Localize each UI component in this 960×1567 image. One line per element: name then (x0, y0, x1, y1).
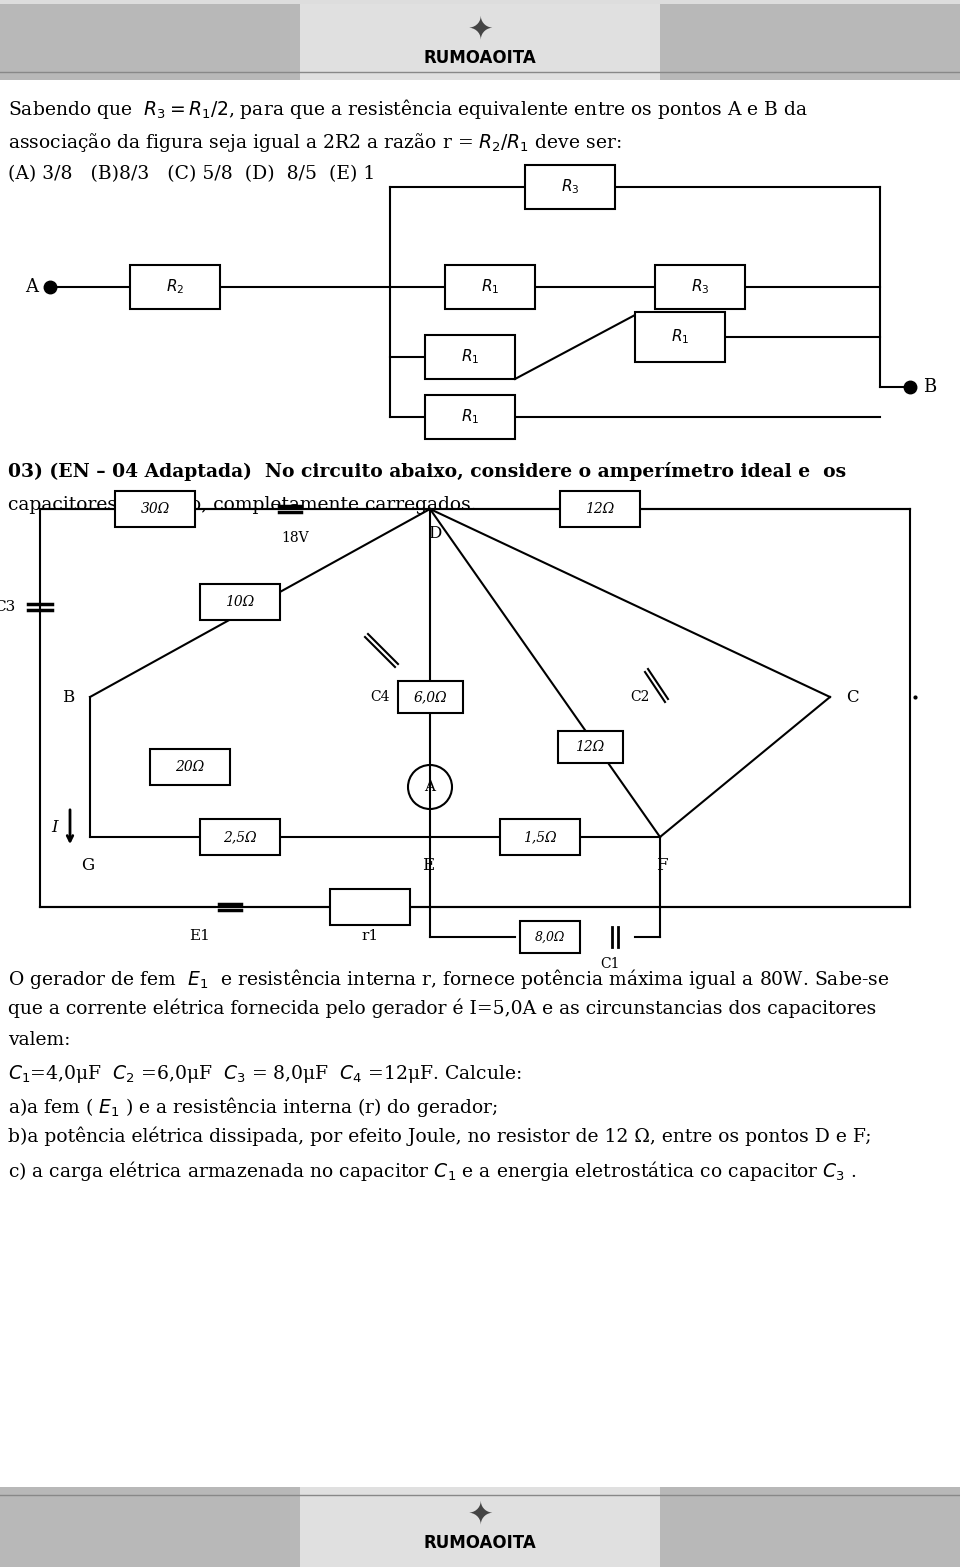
Text: B: B (61, 688, 74, 705)
Bar (300, 0, 660, 80)
Text: c) a carga elétrica armazenada no capacitor $C_1$ e a energia eletrostática co c: c) a carga elétrica armazenada no capaci… (8, 1160, 857, 1183)
Text: 30Ω: 30Ω (140, 501, 170, 516)
Text: A: A (26, 277, 38, 296)
Bar (0, 0, 960, 5)
Text: (A) 3/8   (B)8/3   (C) 5/8  (D)  8/5  (E) 1: (A) 3/8 (B)8/3 (C) 5/8 (D) 8/5 (E) 1 (8, 165, 375, 183)
Text: que a corrente elétrica fornecida pelo gerador é I=5,0A e as circunstancias dos : que a corrente elétrica fornecida pelo g… (8, 1000, 876, 1019)
Bar (300, 1487, 660, 1567)
Text: RUMOAOITA: RUMOAOITA (423, 49, 537, 67)
Text: B: B (924, 378, 937, 396)
Bar (425, 395, 515, 439)
Text: 2,5Ω: 2,5Ω (223, 831, 257, 845)
Text: E1: E1 (189, 929, 210, 943)
Text: $R_3$: $R_3$ (691, 277, 709, 296)
Bar (115, 490, 195, 527)
Bar (500, 820, 580, 856)
Text: $R_3$: $R_3$ (561, 177, 579, 196)
Text: 20Ω: 20Ω (176, 760, 204, 774)
Text: 1,5Ω: 1,5Ω (523, 831, 557, 845)
Text: $C_1$=4,0μF  $C_2$ =6,0μF  $C_3$ = 8,0μF  $C_4$ =12μF. Calcule:: $C_1$=4,0μF $C_2$ =6,0μF $C_3$ = 8,0μF $… (8, 1062, 522, 1084)
Text: $R_1$: $R_1$ (461, 348, 479, 367)
Text: associação da figura seja igual a 2R2 a razão r = $R_2 / R_1$ deve ser:: associação da figura seja igual a 2R2 a … (8, 132, 622, 154)
Bar (525, 165, 615, 208)
Text: 03) (EN – 04 Adaptada)  No circuito abaixo, considere o amperímetro ideal e  os: 03) (EN – 04 Adaptada) No circuito abaix… (8, 462, 846, 481)
Text: F: F (657, 857, 668, 874)
Bar (200, 584, 280, 621)
Text: 18V: 18V (281, 531, 309, 545)
Text: r1: r1 (361, 929, 378, 943)
Text: A: A (424, 780, 436, 794)
Text: C4: C4 (371, 689, 390, 704)
Text: b)a potência elétrica dissipada, por efeito Joule, no resistor de 12 Ω, entre os: b)a potência elétrica dissipada, por efe… (8, 1127, 872, 1147)
Bar (445, 265, 535, 309)
Bar (130, 265, 220, 309)
Text: 8,0Ω: 8,0Ω (535, 931, 565, 943)
Text: I: I (52, 818, 59, 835)
Text: ✦: ✦ (468, 1501, 492, 1529)
Bar (560, 490, 640, 527)
Text: D: D (428, 525, 442, 542)
Text: 10Ω: 10Ω (226, 595, 254, 610)
Text: 6,0Ω: 6,0Ω (413, 689, 446, 704)
Text: RUMOAOITA: RUMOAOITA (423, 1534, 537, 1551)
Bar (150, 749, 230, 785)
Bar (397, 682, 463, 713)
Text: C3: C3 (0, 600, 15, 614)
Bar (330, 888, 410, 925)
Bar (200, 820, 280, 856)
Text: E: E (421, 857, 434, 874)
Text: G: G (82, 857, 95, 874)
Text: $R_2$: $R_2$ (166, 277, 184, 296)
Text: 12Ω: 12Ω (586, 501, 614, 516)
Bar (558, 730, 622, 763)
Text: O gerador de fem  $E_1$  e resistência interna r, fornece potência máxima igual : O gerador de fem $E_1$ e resistência int… (8, 967, 889, 990)
Text: capacitores, à vácuo, completamente carregados.: capacitores, à vácuo, completamente carr… (8, 494, 476, 514)
Bar (520, 921, 580, 953)
Bar (0, 1487, 960, 1567)
Bar (655, 265, 745, 309)
Bar (635, 312, 725, 362)
Text: $R_1$: $R_1$ (481, 277, 499, 296)
Text: Sabendo que  $R_3 = R_1/2$, para que a resistência equivalente entre os pontos A: Sabendo que $R_3 = R_1/2$, para que a re… (8, 97, 808, 121)
Text: $R_1$: $R_1$ (461, 407, 479, 426)
Bar (0, 0, 960, 80)
Text: C1: C1 (600, 957, 620, 972)
Bar (425, 335, 515, 379)
Text: $R_1$: $R_1$ (671, 328, 689, 346)
Text: 12Ω: 12Ω (575, 740, 605, 754)
Text: a)a fem ( $E_1$ ) e a resistência interna (r) do gerador;: a)a fem ( $E_1$ ) e a resistência intern… (8, 1095, 498, 1119)
Text: valem:: valem: (8, 1031, 70, 1048)
Text: C: C (846, 688, 858, 705)
Text: C2: C2 (631, 689, 650, 704)
Text: ✦: ✦ (468, 16, 492, 44)
